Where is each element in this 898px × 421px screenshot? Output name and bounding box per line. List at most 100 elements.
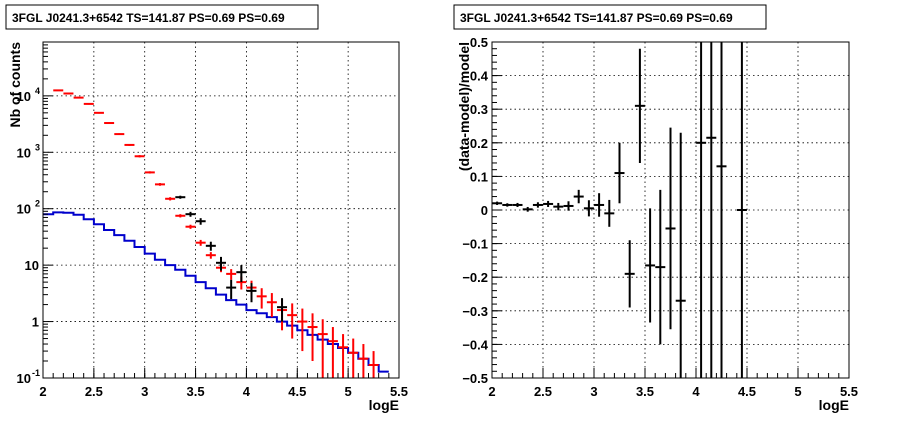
model-point	[83, 102, 94, 105]
counts-xtick-label: 5	[345, 384, 352, 399]
counts-xtick-label: 2.5	[85, 384, 103, 399]
residual-title-box	[453, 4, 767, 30]
counts-ytick-exponent: 2	[35, 199, 40, 209]
residual-point	[543, 200, 554, 207]
residual-point	[583, 200, 594, 217]
counts-title: 3FGL J0241.3+6542 TS=141.87 PS=0.69 PS=0…	[12, 11, 285, 25]
counts-ylabel: Nb of counts	[7, 42, 23, 128]
data-point	[277, 298, 288, 322]
model-point	[297, 308, 308, 352]
model-point	[93, 111, 104, 114]
model-point	[73, 96, 84, 99]
residual-point	[675, 132, 686, 378]
model-point	[266, 293, 277, 318]
counts-ytick-exponent: -1	[32, 368, 40, 378]
counts-panel: 3FGL J0241.3+6542 TS=141.87 PS=0.69 PS=0…	[5, 4, 408, 413]
model-point	[256, 288, 267, 309]
counts-ytick-label: 10	[17, 371, 31, 386]
residual-point	[706, 42, 717, 378]
residual-point	[624, 240, 635, 308]
counts-ytick-label: 10	[17, 145, 31, 160]
data-point	[195, 218, 206, 225]
residual-point	[736, 42, 747, 378]
residual-xtick-label: 2	[488, 384, 495, 399]
counts-frame	[42, 41, 400, 379]
residual-ylabel: (data-model)/model	[456, 42, 472, 171]
counts-ytick-exponent: 3	[35, 142, 40, 152]
counts-xtick-label: 2	[39, 384, 46, 399]
residual-point	[502, 203, 513, 207]
residual-ytick-label: −0.5	[462, 371, 488, 386]
residual-point	[573, 189, 584, 204]
residual-ytick-label: 0.3	[470, 102, 488, 117]
residual-point	[604, 199, 615, 227]
model-point	[124, 143, 135, 146]
residual-ticks: 2 2.5 3 3.5 4 4.5 5 5.5 −0.5 −0.4 −0.3 −0.2 −0.1 0 0.1…	[462, 35, 858, 399]
model-point	[327, 327, 338, 378]
residual-xlabel: logE	[819, 397, 849, 413]
residual-ytick-label: 0	[481, 203, 488, 218]
model-point	[226, 269, 237, 280]
model-point	[317, 319, 328, 378]
residual-point	[553, 202, 564, 211]
model-point	[338, 334, 349, 378]
model-point	[287, 303, 298, 339]
counts-ytick-label: 10	[17, 202, 31, 217]
counts-title-box	[5, 4, 319, 30]
residual-point	[594, 193, 605, 217]
model-point	[144, 171, 155, 174]
residual-point	[522, 206, 533, 212]
residual-ytick-label: −0.4	[462, 337, 488, 352]
residual-point	[614, 142, 625, 204]
residual-ytick-label: 0.1	[470, 169, 488, 184]
model-point	[53, 89, 64, 92]
counts-grid	[43, 42, 399, 378]
counts-series	[43, 89, 389, 378]
residual-xtick-label: 3	[590, 384, 597, 399]
model-point	[185, 224, 196, 229]
model-point	[205, 252, 216, 259]
model-point	[114, 133, 125, 136]
residual-xtick-label: 3.5	[636, 384, 654, 399]
residual-ytick-label: 0.5	[470, 35, 488, 50]
counts-xtick-label: 4	[243, 384, 251, 399]
residual-point	[645, 208, 656, 323]
residual-point	[563, 201, 574, 211]
residual-ytick-label: 0.4	[470, 69, 489, 84]
residual-panel: 3FGL J0241.3+6542 TS=141.87 PS=0.69 PS=0…	[453, 4, 858, 413]
residual-xtick-label: 2.5	[534, 384, 552, 399]
model-point	[348, 338, 359, 378]
model-point	[368, 351, 379, 378]
residual-point	[634, 48, 645, 163]
data-point	[185, 211, 196, 217]
model-point	[63, 92, 74, 95]
model-point	[165, 197, 176, 201]
residual-grid	[492, 42, 849, 378]
data-point	[216, 256, 226, 271]
residual-xtick-label: 4.5	[738, 384, 756, 399]
data-point	[175, 195, 186, 199]
residual-ytick-label: 0.2	[470, 136, 488, 151]
counts-xtick-label: 3	[141, 384, 148, 399]
model-point	[307, 313, 318, 362]
residual-point	[512, 202, 523, 207]
model-point	[104, 122, 115, 125]
counts-ytick-label: 10	[17, 89, 31, 104]
counts-xlabel: logE	[369, 397, 399, 413]
residual-point	[716, 42, 727, 378]
counts-ytick-exponent: 4	[35, 86, 40, 96]
residual-xtick-label: 4	[692, 384, 700, 399]
residual-point	[655, 189, 666, 345]
counts-xtick-label: 4.5	[288, 384, 306, 399]
residual-point	[665, 127, 676, 330]
residual-ytick-label: −0.1	[462, 237, 488, 252]
residual-ytick-label: −0.2	[462, 270, 488, 285]
model-point	[154, 183, 165, 186]
data-point	[226, 279, 237, 300]
counts-ytick-label: 10	[25, 258, 39, 273]
residual-ytick-label: −0.3	[462, 304, 488, 319]
residual-point	[532, 202, 543, 208]
model-point	[195, 239, 206, 246]
